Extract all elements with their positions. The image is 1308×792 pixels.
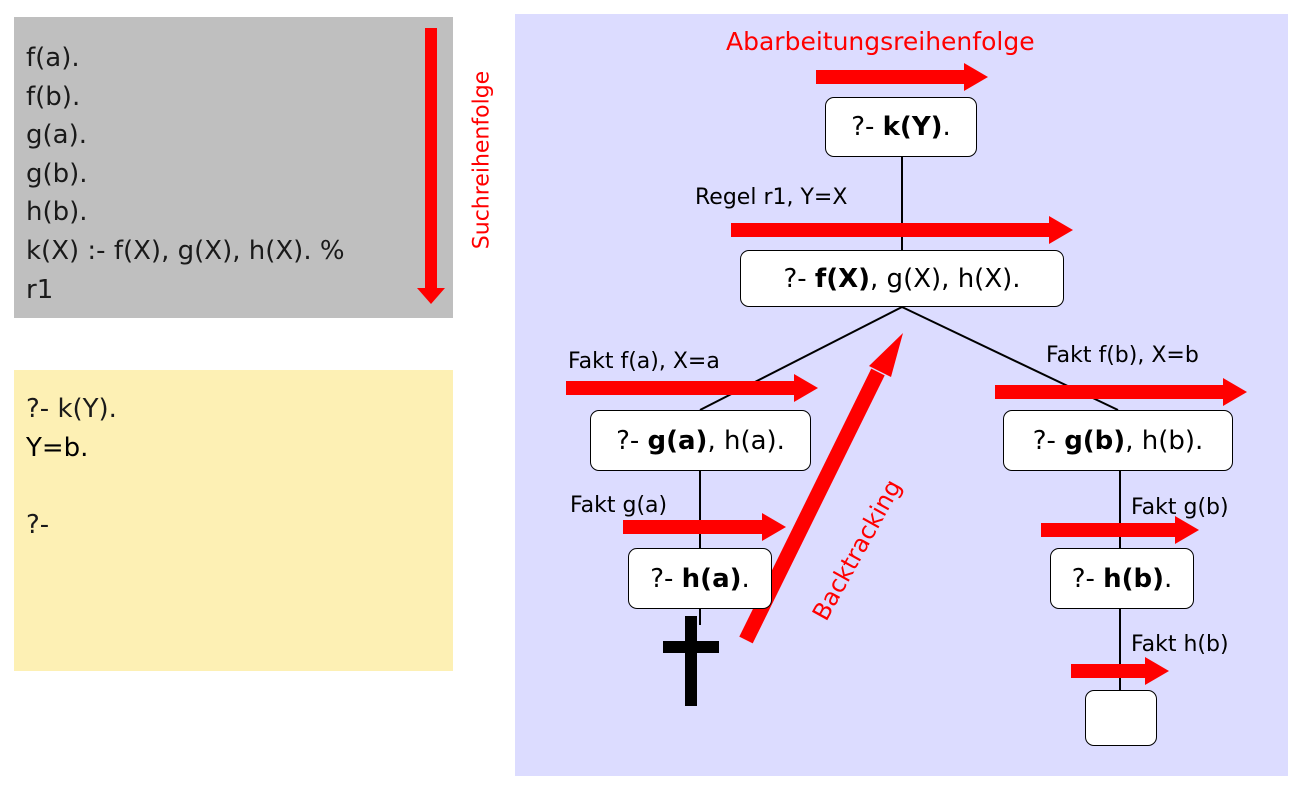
program-line: f(b). xyxy=(26,81,81,112)
answer-line: Y=b. xyxy=(26,432,89,463)
node-right-h: ?- h(b). xyxy=(1050,548,1194,609)
rule-arrow xyxy=(731,216,1073,244)
processing-arrows xyxy=(566,63,1247,685)
prompt-line: ?- xyxy=(26,509,50,540)
program-line: f(a). xyxy=(26,43,80,73)
left-fact-g-arrow xyxy=(623,513,786,541)
node-left-goal: ?- g(a), h(a). xyxy=(590,410,811,471)
node-right-goal: ?- g(b), h(b). xyxy=(1003,410,1233,471)
program-line: g(a). xyxy=(26,120,87,151)
node-level1: ?- f(X), g(X), h(X). xyxy=(740,250,1064,307)
right-fact-f-label: Fakt f(b), X=b xyxy=(1046,343,1199,368)
node-empty-goal xyxy=(1085,690,1157,746)
node-level1-prefix: ?- xyxy=(783,263,815,294)
node-left-h: ?- h(a). xyxy=(628,548,772,609)
right-fact-f-arrow xyxy=(995,378,1247,406)
rule-label: Regel r1, Y=X xyxy=(695,185,848,210)
node-right-h-goal: h(b) xyxy=(1103,563,1165,594)
program-line: k(X) :- f(X), g(X), h(X). % xyxy=(26,235,345,266)
node-left-goal-goal: g(a) xyxy=(647,425,708,456)
query-line: ?- k(Y). xyxy=(26,394,117,424)
query-box: ?- k(Y). Y=b. ?- xyxy=(14,370,453,671)
node-right-h-rest: . xyxy=(1164,563,1173,594)
program-line: r1 xyxy=(26,274,54,305)
processing-order-arrow xyxy=(816,63,988,91)
left-fact-f-arrow xyxy=(566,374,818,402)
node-right-goal-prefix: ?- xyxy=(1032,425,1065,456)
dagger-icon xyxy=(663,616,719,706)
node-root-goal: k(Y) xyxy=(882,112,943,142)
node-left-goal-rest: , h(a). xyxy=(707,425,785,456)
right-fact-g-arrow xyxy=(1041,516,1199,544)
node-left-h-goal: h(a) xyxy=(681,563,742,594)
left-fact-g-label: Fakt g(a) xyxy=(570,493,668,518)
node-left-goal-prefix: ?- xyxy=(616,425,648,456)
node-level1-rest: , g(X), h(X). xyxy=(870,263,1021,294)
node-root-rest: . xyxy=(942,112,951,142)
right-fact-g-label: Fakt g(b) xyxy=(1131,495,1229,520)
node-root-prefix: ?- xyxy=(851,112,883,142)
program-box: f(a). f(b). g(a). g(b). h(b). k(X) :- f(… xyxy=(14,17,453,318)
node-level1-goal: f(X) xyxy=(814,263,871,294)
node-root: ?- k(Y). xyxy=(825,97,977,157)
program-line: h(b). xyxy=(26,197,88,228)
processing-order-label: Abarbeitungsreihenfolge xyxy=(726,27,1035,56)
program-lines: f(a). f(b). g(a). g(b). h(b). k(X) :- f(… xyxy=(26,39,345,309)
query-lines: ?- k(Y). Y=b. ?- xyxy=(26,390,117,544)
right-fact-h-label: Fakt h(b) xyxy=(1131,632,1229,657)
program-line: g(b). xyxy=(26,158,88,189)
node-right-h-prefix: ?- xyxy=(1071,563,1104,594)
node-right-goal-rest: , h(b). xyxy=(1125,425,1204,456)
node-right-goal-goal: g(b) xyxy=(1064,425,1126,456)
right-fact-h-arrow xyxy=(1071,657,1169,685)
left-fact-f-label: Fakt f(a), X=a xyxy=(568,349,720,374)
node-left-h-prefix: ?- xyxy=(650,563,682,594)
search-order-arrow xyxy=(417,28,445,304)
node-left-h-rest: . xyxy=(741,563,750,594)
